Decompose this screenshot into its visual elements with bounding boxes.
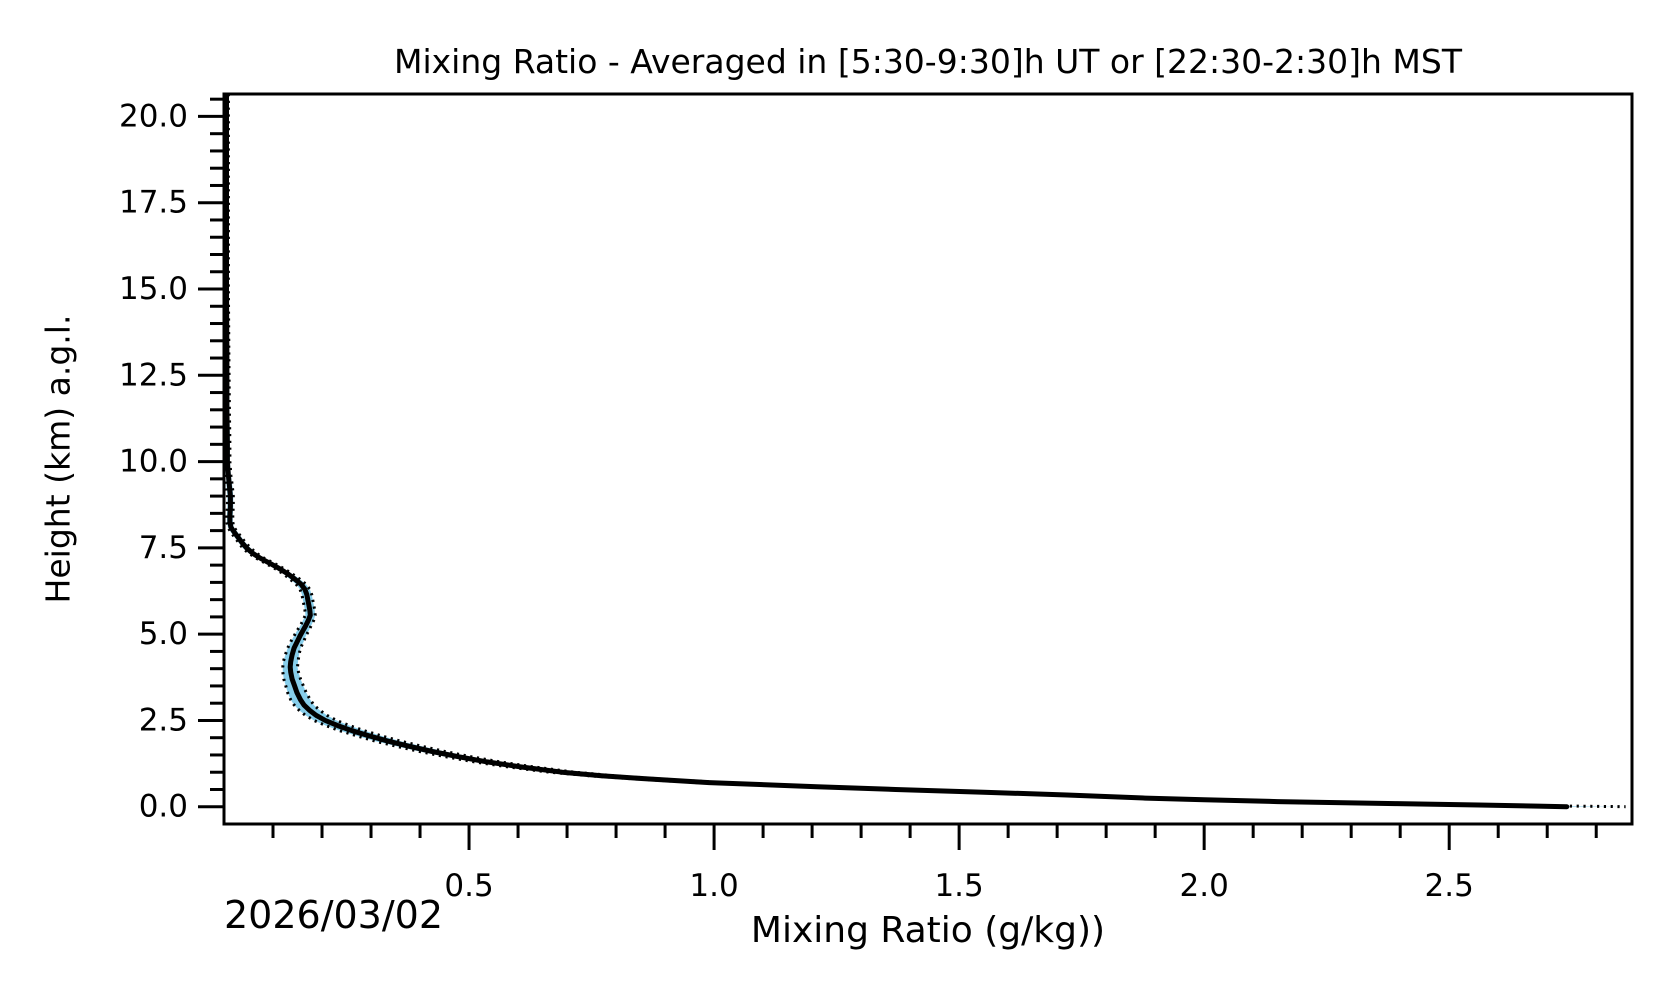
uncertainty-band: [224, 94, 1626, 807]
y-axis-tick-label: 0.0: [139, 789, 188, 825]
y-axis-tick-label: 12.5: [119, 357, 188, 393]
y-axis-tick-label: 20.0: [119, 98, 188, 134]
y-axis-ticks: 0.0 2.5 5.0 7.5 10.0 12.5 15.0 17.5 20.0: [119, 97, 224, 825]
x-axis-tick-label: 2.5: [1425, 868, 1474, 904]
axes-spines: [222, 92, 1634, 826]
band-edge-lower-dotted: [224, 94, 1509, 809]
date-annotation: 2026/03/02: [224, 893, 444, 937]
mean-profile-line: [224, 94, 1570, 810]
y-axis-tick-label: 7.5: [139, 530, 188, 566]
x-axis-tick-label: 1.5: [934, 868, 983, 904]
y-axis-tick-label: 10.0: [119, 444, 188, 480]
chart-title: Mixing Ratio - Averaged in [5:30-9:30]h …: [394, 42, 1462, 81]
x-axis-tick-label: 2.0: [1180, 868, 1229, 904]
y-axis-tick-label: 2.5: [139, 702, 188, 738]
y-axis-tick-label: 5.0: [139, 616, 188, 652]
x-axis-tick-label: 0.5: [444, 868, 493, 904]
x-axis-ticks: 0.5 1.0 1.5 2.0 2.5: [271, 824, 1598, 904]
y-axis-tick-label: 15.0: [119, 271, 188, 307]
y-axis-tick-label: 17.5: [119, 185, 188, 221]
x-axis-title: Mixing Ratio (g/kg)): [750, 910, 1106, 951]
band-edge-upper-dotted: [226, 94, 1626, 809]
x-axis-tick-label: 1.0: [689, 868, 738, 904]
